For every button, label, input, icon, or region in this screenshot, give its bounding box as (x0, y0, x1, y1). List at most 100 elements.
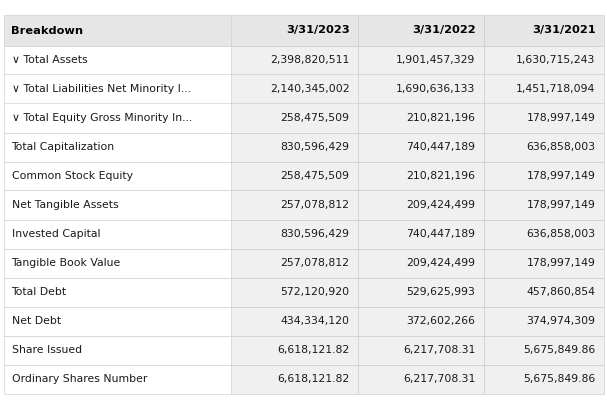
Text: ∨ Total Assets: ∨ Total Assets (12, 55, 87, 65)
Bar (358, 162, 484, 191)
Bar (358, 45, 484, 74)
Bar (4, 220, 231, 249)
Bar (484, 277, 603, 306)
Bar (484, 162, 603, 191)
Text: 740,447,189: 740,447,189 (407, 142, 475, 152)
Bar (4, 277, 231, 306)
Bar (484, 364, 603, 393)
Text: 1,901,457,329: 1,901,457,329 (396, 55, 475, 65)
Bar (4, 133, 231, 162)
Text: 3/31/2021: 3/31/2021 (532, 25, 595, 36)
Text: 209,424,499: 209,424,499 (407, 258, 475, 268)
Text: 5,675,849.86: 5,675,849.86 (523, 345, 595, 355)
Text: 209,424,499: 209,424,499 (407, 200, 475, 210)
Bar (358, 306, 484, 335)
Text: ∨ Total Equity Gross Minority In...: ∨ Total Equity Gross Minority In... (12, 113, 192, 123)
Bar (4, 16, 231, 45)
Bar (4, 191, 231, 220)
Bar (231, 191, 358, 220)
Text: 457,860,854: 457,860,854 (526, 287, 595, 297)
Bar (231, 249, 358, 277)
Text: 6,618,121.82: 6,618,121.82 (277, 374, 350, 384)
Text: 178,997,149: 178,997,149 (527, 113, 595, 123)
Text: Total Capitalization: Total Capitalization (12, 142, 115, 152)
Bar (484, 249, 603, 277)
Text: 258,475,509: 258,475,509 (280, 113, 350, 123)
Text: 3/31/2023: 3/31/2023 (286, 25, 350, 36)
Text: 6,618,121.82: 6,618,121.82 (277, 345, 350, 355)
Bar (231, 133, 358, 162)
Bar (231, 45, 358, 74)
Bar (231, 74, 358, 103)
Text: 1,451,718,094: 1,451,718,094 (516, 84, 595, 94)
Text: Tangible Book Value: Tangible Book Value (12, 258, 121, 268)
Bar (358, 103, 484, 133)
Text: 2,398,820,511: 2,398,820,511 (270, 55, 350, 65)
Bar (4, 74, 231, 103)
Text: 830,596,429: 830,596,429 (280, 229, 350, 239)
Text: Share Issued: Share Issued (12, 345, 81, 355)
Bar (358, 277, 484, 306)
Bar (484, 306, 603, 335)
Text: 257,078,812: 257,078,812 (280, 200, 350, 210)
Bar (4, 335, 231, 364)
Bar (358, 191, 484, 220)
Text: 1,690,636,133: 1,690,636,133 (396, 84, 475, 94)
Bar (231, 364, 358, 393)
Bar (358, 133, 484, 162)
Text: 636,858,003: 636,858,003 (526, 142, 595, 152)
Bar (4, 45, 231, 74)
Bar (484, 133, 603, 162)
Bar (484, 103, 603, 133)
Bar (484, 335, 603, 364)
Text: 434,334,120: 434,334,120 (280, 316, 350, 326)
Bar (231, 16, 358, 45)
Text: Ordinary Shares Number: Ordinary Shares Number (12, 374, 147, 384)
Text: 6,217,708.31: 6,217,708.31 (403, 374, 475, 384)
Text: 210,821,196: 210,821,196 (407, 113, 475, 123)
Text: 740,447,189: 740,447,189 (407, 229, 475, 239)
Text: 3/31/2022: 3/31/2022 (412, 25, 475, 36)
Text: 178,997,149: 178,997,149 (527, 171, 595, 181)
Text: 372,602,266: 372,602,266 (407, 316, 475, 326)
Text: 1,630,715,243: 1,630,715,243 (516, 55, 595, 65)
Text: 6,217,708.31: 6,217,708.31 (403, 345, 475, 355)
Text: Total Debt: Total Debt (12, 287, 67, 297)
Text: Breakdown: Breakdown (12, 25, 84, 36)
Text: 636,858,003: 636,858,003 (526, 229, 595, 239)
Bar (231, 220, 358, 249)
Bar (4, 103, 231, 133)
Text: 830,596,429: 830,596,429 (280, 142, 350, 152)
Text: 258,475,509: 258,475,509 (280, 171, 350, 181)
Text: 178,997,149: 178,997,149 (527, 200, 595, 210)
Text: Net Debt: Net Debt (12, 316, 61, 326)
Bar (231, 162, 358, 191)
Bar (4, 249, 231, 277)
Bar (231, 277, 358, 306)
Text: Net Tangible Assets: Net Tangible Assets (12, 200, 118, 210)
Bar (358, 249, 484, 277)
Bar (484, 74, 603, 103)
Bar (484, 220, 603, 249)
Bar (358, 16, 484, 45)
Text: 2,140,345,002: 2,140,345,002 (270, 84, 350, 94)
Bar (4, 364, 231, 393)
Text: 257,078,812: 257,078,812 (280, 258, 350, 268)
Text: 374,974,309: 374,974,309 (526, 316, 595, 326)
Text: 529,625,993: 529,625,993 (407, 287, 475, 297)
Text: Invested Capital: Invested Capital (12, 229, 100, 239)
Text: 178,997,149: 178,997,149 (527, 258, 595, 268)
Bar (484, 45, 603, 74)
Text: ∨ Total Liabilities Net Minority I...: ∨ Total Liabilities Net Minority I... (12, 84, 191, 94)
Bar (484, 191, 603, 220)
Bar (231, 335, 358, 364)
Text: 5,675,849.86: 5,675,849.86 (523, 374, 595, 384)
Bar (358, 364, 484, 393)
Bar (358, 220, 484, 249)
Bar (484, 16, 603, 45)
Bar (4, 162, 231, 191)
Text: 572,120,920: 572,120,920 (280, 287, 350, 297)
Bar (358, 74, 484, 103)
Text: Common Stock Equity: Common Stock Equity (12, 171, 132, 181)
Text: 210,821,196: 210,821,196 (407, 171, 475, 181)
